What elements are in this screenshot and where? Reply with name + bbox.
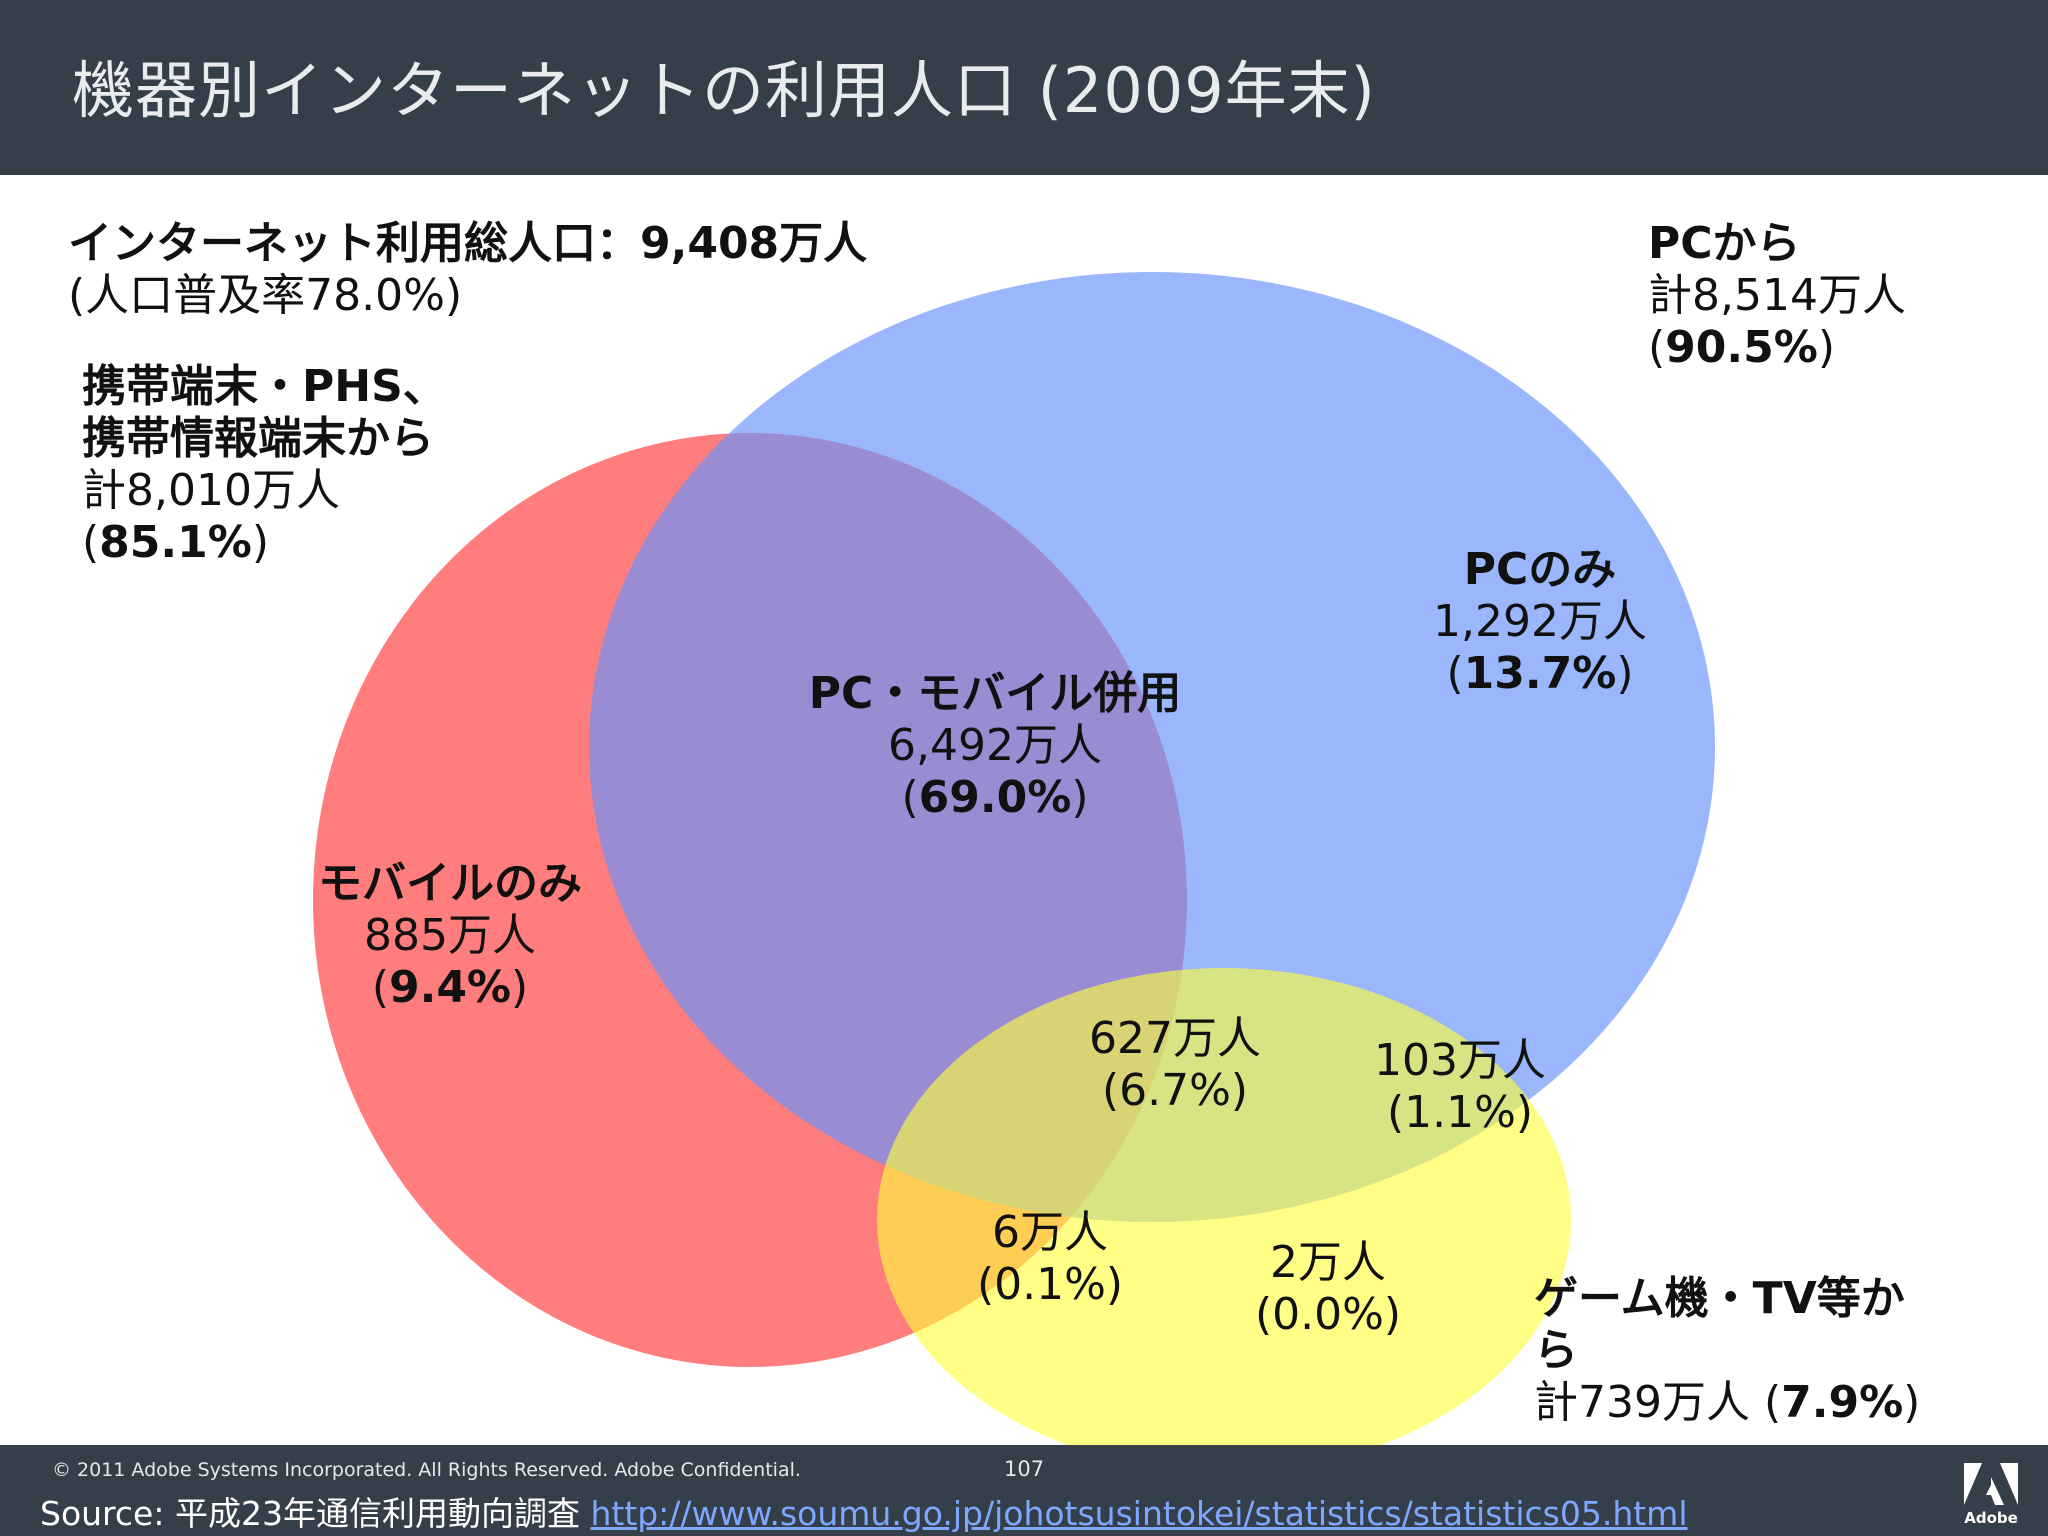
region-game-only: 2万人 (0.0%)	[1208, 1237, 1448, 1341]
footer: © 2011 Adobe Systems Incorporated. All R…	[0, 1445, 2048, 1536]
mobile-set-count: 計8,010万人	[82, 464, 340, 516]
mobile-set-pct: 85.1%	[99, 516, 252, 568]
game-set-ellipse	[877, 968, 1571, 1445]
region-mobile-game-count: 6万人	[992, 1207, 1108, 1258]
region-pc-game: 103万人 (1.1%)	[1340, 1035, 1580, 1139]
region-mobile-only-pct: 9.4%	[388, 961, 512, 1013]
game-set-name-line2: ら	[1534, 1324, 1578, 1376]
mobile-set-label: 携帯端末・PHS、 携帯情報端末から 計8,010万人 (85.1%)	[82, 361, 447, 569]
pc-set-label: PCから 計8,514万人 (90.5%)	[1648, 218, 1906, 374]
region-mobile-game-pct: (0.1%)	[976, 1258, 1124, 1310]
total-population: インターネット利用総人口：9,408万人 (人口普及率78.0%)	[68, 218, 867, 322]
game-set-count: 計739万人 (	[1534, 1376, 1782, 1428]
region-all-three-pct: (6.7%)	[1101, 1064, 1249, 1116]
mobile-set-pct-line: (85.1%)	[82, 516, 269, 568]
region-mobile-game: 6万人 (0.1%)	[930, 1207, 1170, 1311]
game-set-pct: 7.9%	[1781, 1376, 1904, 1428]
region-all-three-count: 627万人	[1089, 1013, 1261, 1064]
total-population-heading: インターネット利用総人口：9,408万人	[68, 218, 868, 269]
region-pc-only: PCのみ 1,292万人 (13.7%)	[1390, 544, 1690, 700]
game-set-name-line1: ゲーム機・TV等か	[1534, 1273, 1905, 1324]
region-mobile-only-name: モバイルのみ	[318, 858, 582, 909]
total-population-rate: (人口普及率78.0%)	[68, 269, 463, 321]
source-prefix: Source: 平成23年通信利用動向調査	[40, 1494, 591, 1533]
pc-set-pct: 90.5%	[1665, 321, 1818, 373]
region-pc-mobile-pct: 69.0%	[918, 771, 1072, 823]
venn-diagram	[313, 272, 1715, 1445]
pc-set-pct-line: (90.5%)	[1648, 321, 1835, 373]
region-pc-mobile: PC・モバイル併用 6,492万人 (69.0%)	[770, 668, 1220, 824]
page-title: 機器別インターネットの利用人口 (2009年末)	[72, 54, 1376, 127]
region-pc-mobile-count: 6,492万人	[888, 719, 1102, 771]
region-pc-only-name: PCのみ	[1463, 544, 1617, 595]
page-number: 107	[1004, 1457, 1045, 1481]
pc-set-ellipse	[589, 272, 1715, 1222]
title-bar: 機器別インターネットの利用人口 (2009年末)	[0, 0, 2048, 175]
source-link[interactable]: http://www.soumu.go.jp/johotsusintokei/s…	[590, 1494, 1688, 1533]
pc-set-count: 計8,514万人	[1648, 269, 1906, 321]
copyright-text: © 2011 Adobe Systems Incorporated. All R…	[52, 1459, 801, 1481]
mobile-set-name-line1: 携帯端末・PHS、	[82, 361, 447, 412]
region-mobile-only-count: 885万人	[364, 909, 536, 961]
region-game-only-pct: (0.0%)	[1254, 1288, 1402, 1340]
adobe-logo-icon	[1964, 1463, 2018, 1505]
region-pc-mobile-name: PC・モバイル併用	[808, 668, 1182, 719]
adobe-brand-text: Adobe	[1964, 1509, 2018, 1527]
region-mobile-only: モバイルのみ 885万人 (9.4%)	[300, 858, 600, 1014]
mobile-set-name-line2: 携帯情報端末から	[82, 412, 434, 464]
region-pc-only-pct: 13.7%	[1463, 647, 1617, 699]
game-set-label: ゲーム機・TV等か ら 計739万人 (7.9%)	[1534, 1273, 1920, 1429]
game-set-count-line: 計739万人 (7.9%)	[1534, 1376, 1921, 1428]
region-pc-game-count: 103万人	[1374, 1035, 1546, 1086]
pc-set-name: PCから	[1648, 218, 1801, 269]
region-game-only-count: 2万人	[1270, 1237, 1386, 1288]
region-pc-game-pct: (1.1%)	[1386, 1086, 1534, 1138]
region-all-three: 627万人 (6.7%)	[1055, 1013, 1295, 1117]
source-line: Source: 平成23年通信利用動向調査 http://www.soumu.g…	[40, 1487, 1688, 1535]
region-pc-only-count: 1,292万人	[1433, 595, 1647, 647]
